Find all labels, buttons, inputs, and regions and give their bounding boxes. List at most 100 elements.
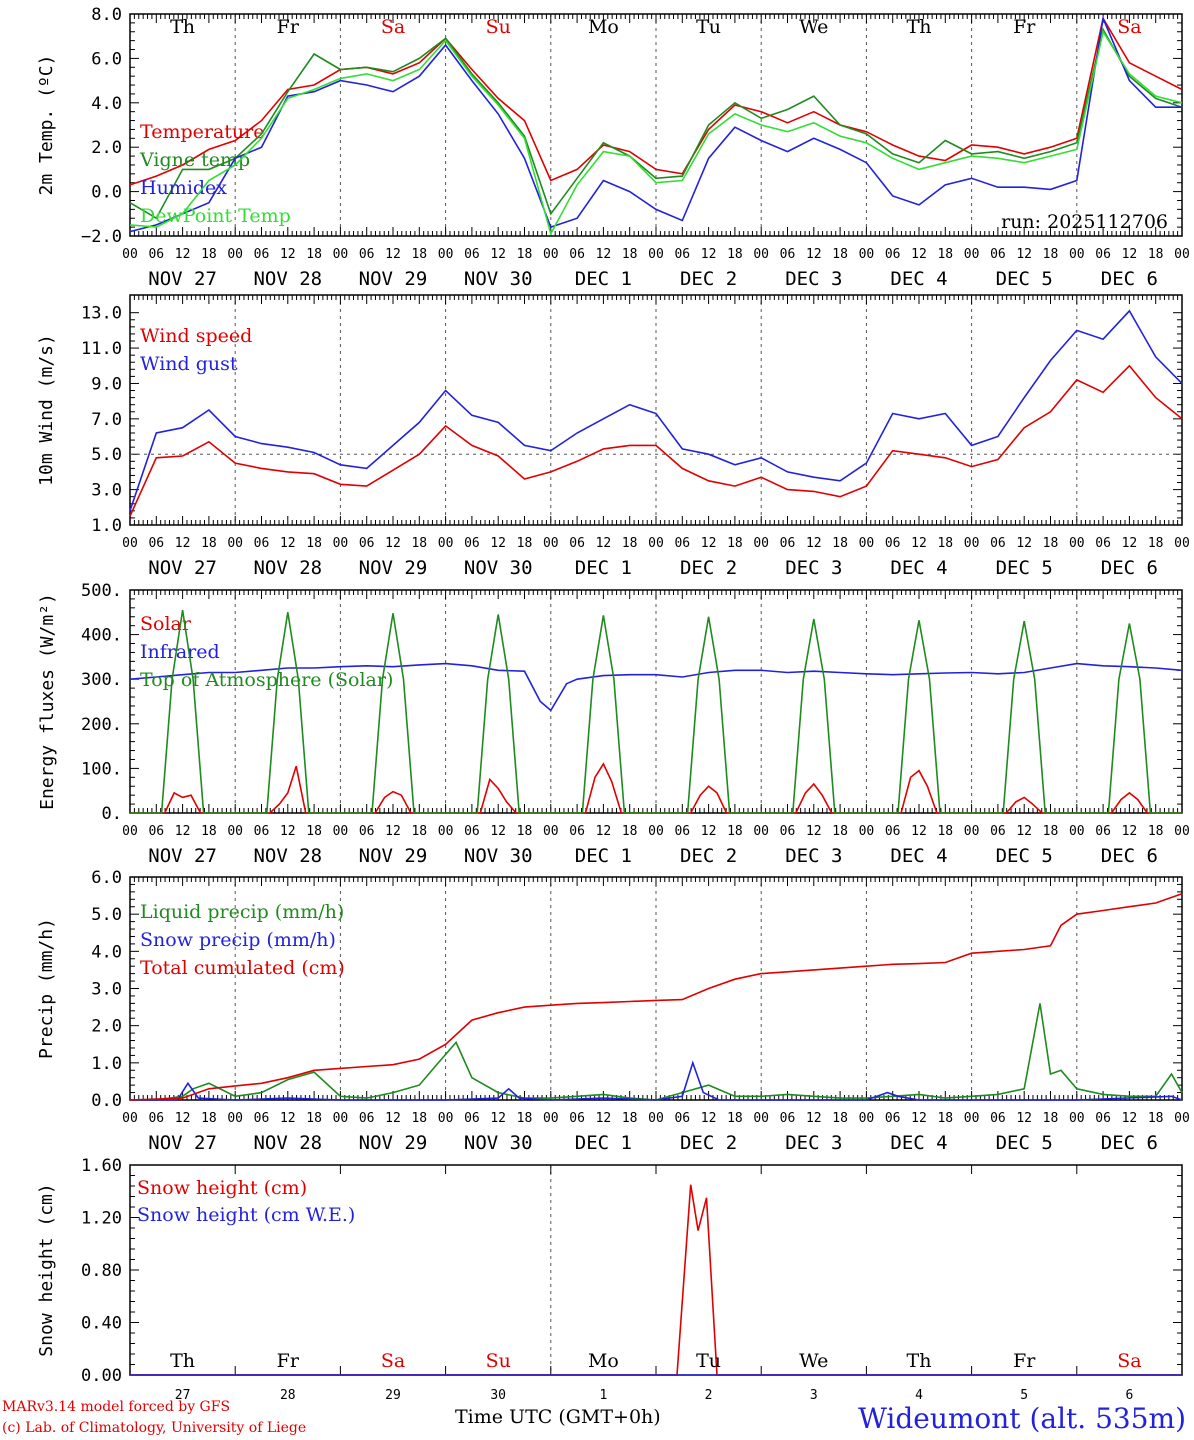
panel-energy-legend-entry: Top of Atmosphere (Solar) [140,669,393,691]
panel-snow-weekday-label: Fr [1013,1350,1036,1372]
panel-snow-day-number: 27 [175,1388,191,1403]
panel-energy-hour-label: 18 [517,824,533,839]
panel-temp-date-label: DEC 3 [785,268,842,290]
panel-temp-hour-label: 12 [911,247,927,262]
panel-energy-hour-label: 12 [175,824,191,839]
panel-energy-hour-label: 00 [648,824,664,839]
panel-precip-hour-label: 00 [859,1111,875,1126]
panel-temp-hour-label: 12 [1122,247,1138,262]
panel-temp-date-label: NOV 28 [253,268,322,290]
panel-wind-hour-label: 12 [385,536,401,551]
panel-precip-hour-label: 12 [1122,1111,1138,1126]
panel-temp-hour-label: 06 [674,247,690,262]
panel-wind-hour-label: 12 [280,536,296,551]
panel-temp-hour-label: 00 [227,247,243,262]
panel-snow-ytick-label: 1.20 [81,1209,122,1229]
panel-energy-hour-label: 18 [201,824,217,839]
panel-temp-ylabel: 2m Temp. (ºC) [36,55,57,196]
panel-energy-hour-label: 00 [1069,824,1085,839]
panel-precip-ylabel: Precip (mm/h) [36,918,57,1059]
panel-temp-hour-label: 18 [622,247,638,262]
panel-energy-hour-label: 18 [937,824,953,839]
panel-wind-hour-label: 00 [964,536,980,551]
panel-precip-ytick-label: 4.0 [91,942,122,962]
panel-energy-hour-label: 00 [543,824,559,839]
panel-snow-legend-entry: Snow height (cm) [137,1177,307,1199]
panel-energy-ylabel: Energy fluxes (W/m²) [37,593,58,810]
panel-precip-date-label: NOV 30 [464,1132,533,1154]
panel-wind-hour-label: 00 [543,536,559,551]
panel-wind-series-line [129,309,1183,512]
panel-energy-hour-label: 00 [438,824,454,839]
panel-temp-hour-label: 18 [517,247,533,262]
panel-wind-hour-label: 18 [832,536,848,551]
panel-snow-ytick-label: 0.40 [81,1314,122,1334]
panel-wind-hour-label: 06 [569,536,585,551]
panel-temp-hour-label: 00 [122,247,138,262]
panel-wind-date-label: DEC 1 [575,557,632,579]
panel-wind-hour-label: 18 [1043,536,1059,551]
panel-temp-ytick-label: 2.0 [91,138,122,158]
panel-temp-series-line [129,29,1183,236]
panel-wind-hour-label: 00 [122,536,138,551]
panel-wind-legend-entry: Wind gust [140,353,238,375]
panel-wind-hour-label: 12 [701,536,717,551]
panel-wind-legend-entry: Wind speed [140,325,252,347]
panel-energy-date-label: NOV 28 [253,845,322,867]
panel-energy-hour-label: 18 [727,824,743,839]
panel-precip-hour-label: 00 [438,1111,454,1126]
panel-wind-hour-label: 18 [306,536,322,551]
panel-temp-hour-label: 12 [806,247,822,262]
panel-wind-date-label: DEC 4 [890,557,947,579]
panel-temp-legend-entry: DewPoint Temp [140,205,291,227]
panel-wind-hour-label: 18 [1148,536,1164,551]
panel-wind-hour-label: 00 [438,536,454,551]
panel-temp-date-label: DEC 4 [890,268,947,290]
panel-energy-hour-label: 00 [333,824,349,839]
panel-energy-hour-label: 06 [780,824,796,839]
panel-energy-ytick-label: 100. [81,759,122,779]
panel-temp-hour-label: 18 [201,247,217,262]
panel-temp-hour-label: 18 [306,247,322,262]
panel-temp-hour-label: 00 [648,247,664,262]
panel-precip-legend-entry: Liquid precip (mm/h) [140,901,344,923]
panel-temp-hour-label: 00 [753,247,769,262]
panel-energy-series-line [129,662,1183,712]
panel-precip-date-label: DEC 5 [996,1132,1053,1154]
panel-wind-hour-label: 06 [359,536,375,551]
panel-wind-ytick-label: 11.0 [81,339,122,359]
panel-wind-hour-label: 18 [517,536,533,551]
panel-precip-hour-label: 18 [411,1111,427,1126]
panel-precip-hour-label: 18 [201,1111,217,1126]
panel-snow-ytick-label: 1.60 [81,1156,122,1176]
panel-temp-hour-label: 06 [780,247,796,262]
panel-wind-hour-label: 00 [1069,536,1085,551]
panel-temp-weekday-label: Tu [696,16,721,38]
panel-precip-hour-label: 12 [596,1111,612,1126]
panel-energy-hour-label: 00 [122,824,138,839]
panel-energy-hour-label: 06 [464,824,480,839]
panel-energy-date-label: DEC 1 [575,845,632,867]
panel-temp-hour-label: 06 [1095,247,1111,262]
panel-wind-hour-label: 00 [648,536,664,551]
panel-energy-date-label: NOV 27 [148,845,217,867]
panel-wind-hour-label: 06 [885,536,901,551]
panel-precip-hour-label: 12 [806,1111,822,1126]
panel-temp-hour-label: 00 [543,247,559,262]
panel-precip-ytick-label: 1.0 [91,1054,122,1074]
panel-temp-hour-label: 18 [937,247,953,262]
panel-energy-date-label: DEC 4 [890,845,947,867]
panel-temp-legend-entry: Vigne temp [139,149,250,171]
panel-precip-hour-label: 06 [990,1111,1006,1126]
panel-precip-hour-label: 12 [701,1111,717,1126]
panel-temp-hour-label: 18 [1148,247,1164,262]
panel-temp-hour-label: 06 [464,247,480,262]
panel-precip-date-label: DEC 3 [785,1132,842,1154]
panel-energy-hour-label: 12 [280,824,296,839]
panel-snow-weekday-label: Th [907,1350,932,1372]
panel-precip-ytick-label: 0.0 [91,1091,122,1111]
panel-precip-ytick-label: 5.0 [91,905,122,925]
panel-precip-date-label: DEC 2 [680,1132,737,1154]
panel-temp-hour-label: 06 [254,247,270,262]
